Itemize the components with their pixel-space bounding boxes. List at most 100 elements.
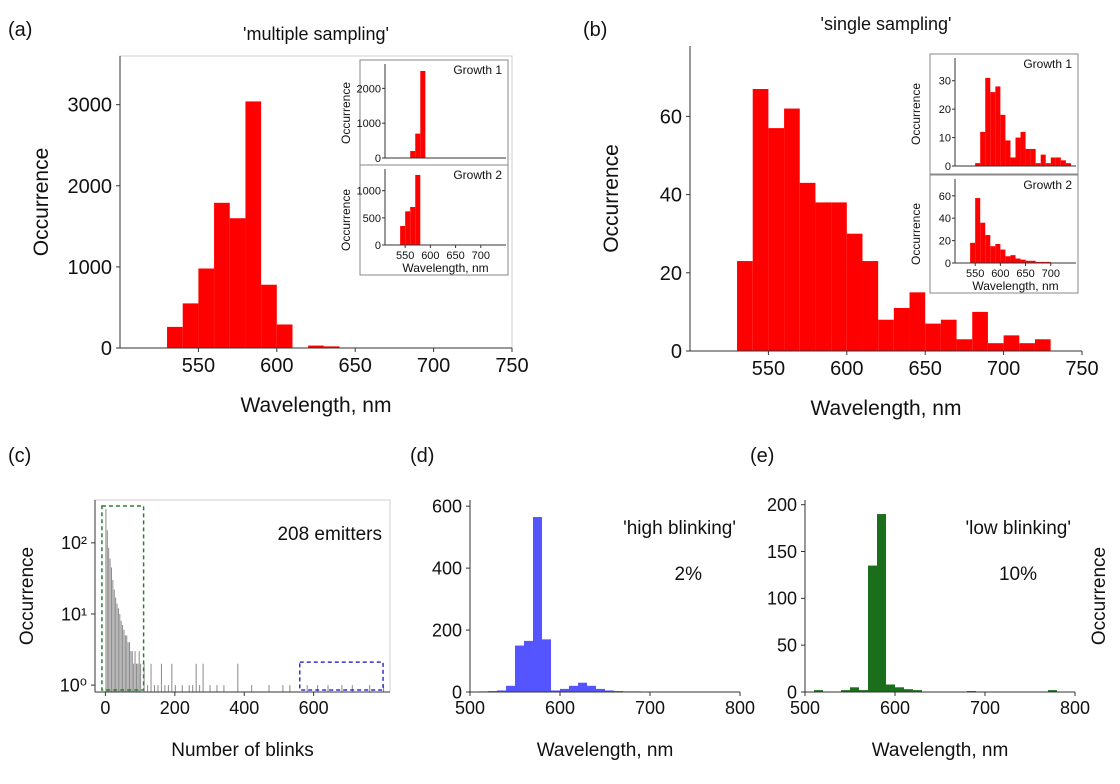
y-tick-label: 2000 <box>68 176 113 198</box>
inset-y-tick-label: 500 <box>363 213 381 225</box>
inset-bar <box>1065 163 1071 166</box>
x-tick-label: 700 <box>635 698 665 718</box>
y-tick-label: 0 <box>452 682 462 702</box>
inset-bar <box>1020 131 1026 166</box>
histogram-bar <box>925 323 941 351</box>
histogram-bar <box>237 663 239 692</box>
inset-y-tick-label: 0 <box>945 161 951 173</box>
inset-x-tick-label: 650 <box>1016 268 1034 280</box>
inset-bar <box>990 92 996 166</box>
histogram-bar <box>164 685 166 692</box>
x-tick-label: 650 <box>909 358 942 380</box>
histogram-bar <box>120 620 122 692</box>
y-tick-label: 0 <box>787 682 797 702</box>
inset-bar <box>410 151 416 158</box>
chart-title: 'multiple sampling' <box>243 24 389 44</box>
histogram-bar <box>119 613 121 692</box>
y-tick-label: 200 <box>432 620 462 640</box>
inset-bar <box>400 226 406 245</box>
histogram-bar <box>115 597 117 692</box>
histogram-bar <box>199 685 201 692</box>
histogram-bar <box>126 635 128 692</box>
histogram-bar <box>268 685 270 692</box>
inset-title: Growth 1 <box>1023 57 1072 71</box>
histogram-bar <box>768 128 785 351</box>
histogram-bar <box>784 108 800 351</box>
histogram-bar <box>171 663 173 692</box>
inset-chart <box>359 164 509 276</box>
histogram-bar <box>174 685 176 692</box>
histogram-bar <box>308 345 324 348</box>
x-axis-label: Wavelength, nm <box>872 740 1009 761</box>
histogram-bar <box>251 685 253 692</box>
x-axis-label: Wavelength, nm <box>241 394 392 417</box>
inset-bar <box>1030 148 1036 166</box>
histogram-bar <box>157 685 159 692</box>
histogram-bar <box>551 690 560 692</box>
panel-label: (a) <box>8 19 32 41</box>
histogram-bar <box>130 651 132 692</box>
y-axis-label: Occurrence <box>17 547 38 645</box>
inset-y-axis-label: Occurrence <box>909 203 923 265</box>
histogram-bar <box>341 685 343 692</box>
histogram-bar <box>506 685 515 692</box>
histogram-bar <box>123 629 125 692</box>
histogram-bar <box>868 565 877 692</box>
x-tick-label: 550 <box>182 355 215 377</box>
inset-bar <box>1010 157 1016 166</box>
histogram-bar <box>596 688 605 692</box>
y-tick-label: 200 <box>767 495 797 515</box>
y-tick-label: 60 <box>660 106 682 128</box>
histogram-bar <box>560 688 569 692</box>
x-tick-label: 700 <box>970 698 1000 718</box>
inset-chart <box>929 174 1079 294</box>
x-tick-label: 200 <box>160 698 190 718</box>
histogram-bar <box>192 685 194 692</box>
x-tick-label: 0 <box>100 698 110 718</box>
annotation: 208 emitters <box>277 524 382 545</box>
inset-bar <box>1015 258 1021 263</box>
inset-chart <box>359 59 509 167</box>
histogram-bar <box>276 324 293 348</box>
histogram-bar <box>188 685 190 692</box>
inset-bar <box>980 131 986 166</box>
histogram-bar <box>846 233 863 351</box>
inset-bar <box>995 243 1001 263</box>
histogram-bar <box>1019 343 1035 351</box>
histogram-bar <box>135 663 137 692</box>
chart-title: 'high blinking' <box>623 518 736 539</box>
chart-panel <box>466 500 741 696</box>
x-tick-label: 800 <box>1060 698 1090 718</box>
x-tick-label: 700 <box>987 358 1020 380</box>
inset-y-tick-label: 20 <box>939 104 951 116</box>
histogram-bar <box>815 202 832 351</box>
histogram-bar <box>122 624 124 692</box>
histogram-bar <box>209 685 211 692</box>
histogram-bar <box>147 685 149 692</box>
y-tick-label: 10⁰ <box>60 675 87 695</box>
histogram-bar <box>245 101 262 348</box>
inset-x-axis-label: Wavelength, nm <box>972 279 1058 293</box>
x-tick-label: 550 <box>752 358 785 380</box>
histogram-bar <box>110 567 112 692</box>
y-tick-label: 100 <box>767 589 797 609</box>
inset-y-axis-label: Occurrence <box>339 82 353 144</box>
x-tick-label: 600 <box>880 698 910 718</box>
histogram-bar <box>351 685 353 692</box>
inset-bar <box>405 211 411 245</box>
inset-bar <box>1000 114 1006 166</box>
annotation: 10% <box>999 564 1037 585</box>
histogram-bar <box>578 682 587 692</box>
inset-bar <box>970 242 976 263</box>
inset-y-tick-label: 1000 <box>357 118 381 130</box>
inset-y-axis-label: Occurrence <box>909 83 923 145</box>
histogram-bar <box>831 202 847 351</box>
y-axis-label: Occurrence <box>600 144 623 253</box>
histogram-bar <box>282 685 284 692</box>
histogram-bar <box>106 530 108 692</box>
inset-bar <box>975 163 981 166</box>
histogram-bar <box>150 663 152 692</box>
histogram-bar <box>542 639 551 692</box>
histogram-bar <box>134 651 136 692</box>
